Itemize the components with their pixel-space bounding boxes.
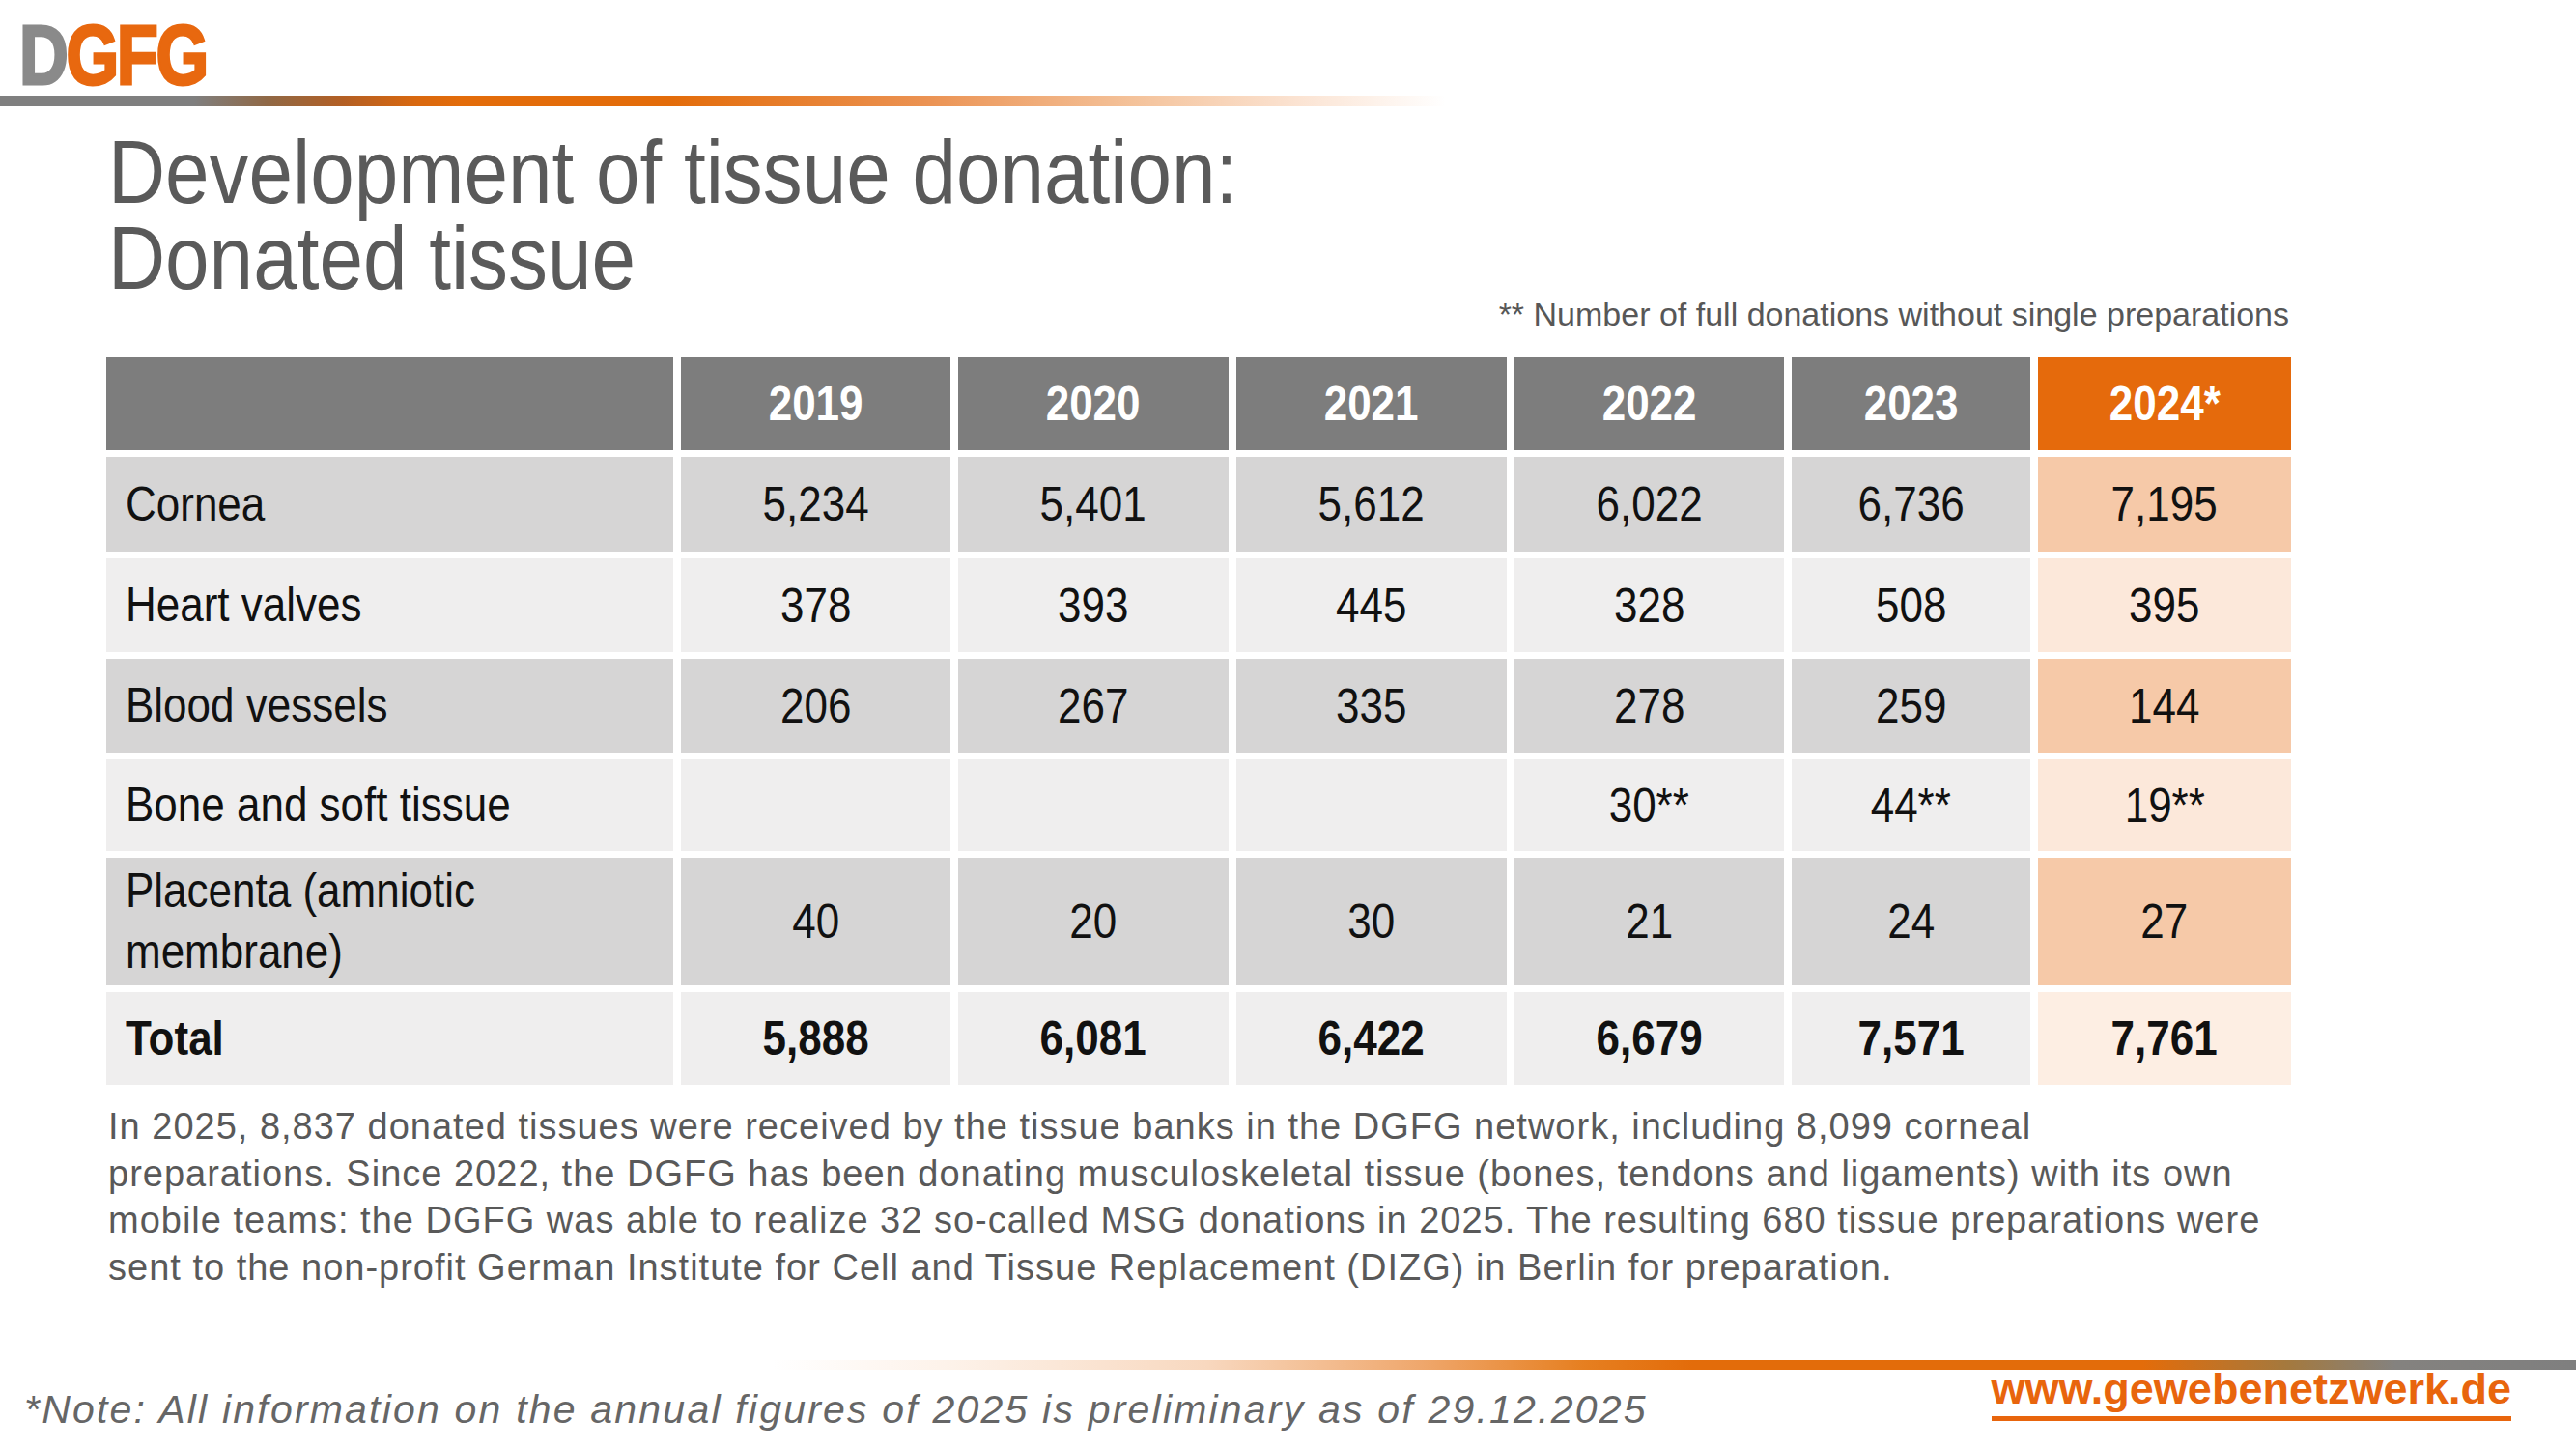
cell-heart-valves-2021: 445 — [1236, 558, 1507, 652]
row-label-blood-vessels: Blood vessels — [106, 659, 673, 753]
cell-bone-and-soft-tissue-2024: 19** — [2038, 759, 2291, 851]
cell-heart-valves-2024: 395 — [2038, 558, 2291, 652]
slide-title-line-2: Donated tissue — [108, 215, 1237, 301]
cell-cornea-2024: 7,195 — [2038, 457, 2291, 552]
cell-cornea-2020: 5,401 — [958, 457, 1229, 552]
cell-total-2021: 6,422 — [1236, 992, 1507, 1085]
cell-cornea-2023: 6,736 — [1792, 457, 2030, 552]
body-paragraph-line-1: In 2025, 8,837 donated tissues were rece… — [108, 1103, 2260, 1151]
body-paragraph-line-3: mobile teams: the DGFG was able to reali… — [108, 1197, 2260, 1244]
cell-cornea-2021: 5,612 — [1236, 457, 1507, 552]
body-paragraph: In 2025, 8,837 donated tissues were rece… — [108, 1103, 2260, 1291]
cell-blood-vessels-2022: 278 — [1514, 659, 1784, 753]
row-label-cornea: Cornea — [106, 457, 673, 552]
cell-bone-and-soft-tissue-2023: 44** — [1792, 759, 2030, 851]
header-cell-2022: 2022 — [1514, 357, 1784, 450]
logo-letters-gfg: GFG — [66, 7, 206, 102]
cell-heart-valves-2023: 508 — [1792, 558, 2030, 652]
footer-note: *Note: All information on the annual fig… — [24, 1387, 1648, 1433]
cell-blood-vessels-2021: 335 — [1236, 659, 1507, 753]
website-link[interactable]: www.gewebenetzwerk.de — [1992, 1364, 2511, 1421]
logo-letter-d: D — [19, 7, 66, 102]
cell-placenta-amniotic-membrane-2021: 30 — [1236, 858, 1507, 985]
header-cell-2023: 2023 — [1792, 357, 2030, 450]
cell-placenta-amniotic-membrane-2024: 27 — [2038, 858, 2291, 985]
donation-table: 201920202021202220232024*Cornea5,2345,40… — [106, 357, 2291, 1085]
cell-placenta-amniotic-membrane-2019: 40 — [681, 858, 950, 985]
cell-heart-valves-2019: 378 — [681, 558, 950, 652]
cell-bone-and-soft-tissue-2020 — [958, 759, 1229, 851]
header-cell-2024: 2024* — [2038, 357, 2291, 450]
cell-blood-vessels-2024: 144 — [2038, 659, 2291, 753]
body-paragraph-line-2: preparations. Since 2022, the DGFG has b… — [108, 1151, 2260, 1198]
cell-total-2023: 7,571 — [1792, 992, 2030, 1085]
cell-heart-valves-2020: 393 — [958, 558, 1229, 652]
row-label-total: Total — [106, 992, 673, 1085]
table-footnote-double-asterisk: ** Number of full donations without sing… — [1499, 296, 2289, 333]
cell-total-2019: 5,888 — [681, 992, 950, 1085]
cell-blood-vessels-2023: 259 — [1792, 659, 2030, 753]
cell-total-2022: 6,679 — [1514, 992, 1784, 1085]
cell-blood-vessels-2019: 206 — [681, 659, 950, 753]
cell-placenta-amniotic-membrane-2023: 24 — [1792, 858, 2030, 985]
cell-heart-valves-2022: 328 — [1514, 558, 1784, 652]
cell-placenta-amniotic-membrane-2022: 21 — [1514, 858, 1784, 985]
row-label-placenta-amniotic-membrane: Placenta (amniotic membrane) — [106, 858, 673, 985]
cell-cornea-2019: 5,234 — [681, 457, 950, 552]
cell-bone-and-soft-tissue-2019 — [681, 759, 950, 851]
slide-title-line-1: Development of tissue donation: — [108, 129, 1237, 215]
header-cell-2021: 2021 — [1236, 357, 1507, 450]
cell-total-2020: 6,081 — [958, 992, 1229, 1085]
cell-cornea-2022: 6,022 — [1514, 457, 1784, 552]
row-label-heart-valves: Heart valves — [106, 558, 673, 652]
top-gradient-divider — [0, 96, 1490, 106]
body-paragraph-line-4: sent to the non-profit German Institute … — [108, 1244, 2260, 1292]
cell-placenta-amniotic-membrane-2020: 20 — [958, 858, 1229, 985]
cell-bone-and-soft-tissue-2022: 30** — [1514, 759, 1784, 851]
header-cell-2020: 2020 — [958, 357, 1229, 450]
cell-blood-vessels-2020: 267 — [958, 659, 1229, 753]
cell-total-2024: 7,761 — [2038, 992, 2291, 1085]
header-cell-2019: 2019 — [681, 357, 950, 450]
header-cell-empty — [106, 357, 673, 450]
dgfg-logo: DGFG — [19, 6, 207, 104]
row-label-bone-and-soft-tissue: Bone and soft tissue — [106, 759, 673, 851]
slide-title: Development of tissue donation:Donated t… — [108, 129, 1237, 301]
cell-bone-and-soft-tissue-2021 — [1236, 759, 1507, 851]
